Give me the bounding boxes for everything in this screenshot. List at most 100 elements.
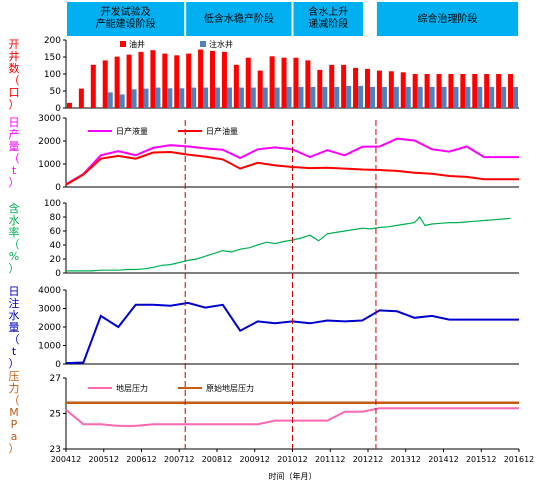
x-tick-label: 201212 bbox=[353, 455, 384, 464]
series-line bbox=[66, 216, 511, 272]
y-axis-label-char: 日 bbox=[9, 116, 20, 129]
bar bbox=[198, 49, 204, 108]
y-tick-label: 4000 bbox=[38, 286, 61, 296]
y-axis-label-char: 压 bbox=[9, 370, 20, 383]
bar bbox=[388, 71, 394, 108]
x-tick-label: 200912 bbox=[239, 455, 270, 464]
y-tick-label: 60 bbox=[50, 227, 62, 237]
y-tick-label: 0 bbox=[55, 360, 61, 370]
y-axis-label-char: 水 bbox=[9, 214, 20, 227]
bar bbox=[102, 60, 108, 108]
phase-banner-bg bbox=[293, 2, 364, 36]
y-axis-label-char: ） bbox=[9, 98, 20, 111]
x-tick-label: 200512 bbox=[88, 455, 119, 464]
y-axis-label-char: M bbox=[9, 406, 19, 419]
legend-swatch bbox=[200, 41, 206, 47]
bar bbox=[250, 87, 256, 108]
y-tick-label: 23 bbox=[50, 445, 61, 455]
chart-panel-4: 23 25 27 压力（MPa） 地层压力 原始地层压力 bbox=[9, 370, 519, 455]
legend-label: 日产油量 bbox=[206, 126, 238, 136]
x-tick-label: 201612 bbox=[504, 455, 535, 464]
y-tick-label: 40 bbox=[50, 241, 62, 251]
bar bbox=[281, 57, 287, 108]
y-axis-label-char: 日 bbox=[9, 285, 20, 298]
y-tick-label: 150 bbox=[44, 53, 61, 63]
phase-label: 综合治理阶段 bbox=[417, 12, 477, 25]
bar bbox=[501, 86, 507, 108]
y-axis-label-char: ） bbox=[9, 176, 20, 189]
y-axis-label-char: ） bbox=[9, 442, 20, 455]
x-tick-label: 200812 bbox=[202, 455, 233, 464]
phase-label: 含水上升 bbox=[308, 5, 348, 18]
y-tick-label: 80 bbox=[50, 213, 62, 223]
phase-label: 递减阶段 bbox=[308, 17, 348, 30]
bar bbox=[203, 87, 209, 108]
y-axis-label-char: 注 bbox=[9, 296, 20, 310]
bar bbox=[155, 87, 161, 108]
bar bbox=[274, 87, 280, 108]
bar bbox=[448, 74, 454, 108]
y-axis-label-char: 数 bbox=[9, 62, 20, 75]
bar bbox=[293, 57, 299, 108]
phase-label: 产能建设阶段 bbox=[96, 17, 156, 30]
bar bbox=[245, 57, 251, 108]
bar bbox=[329, 64, 335, 108]
legend-label: 日产液量 bbox=[116, 126, 148, 136]
bar bbox=[453, 86, 459, 108]
y-axis-label-char: 含 bbox=[9, 201, 20, 215]
legend-label: 油井 bbox=[129, 39, 145, 49]
bar bbox=[186, 53, 192, 108]
phase-label: 低含水稳产阶段 bbox=[204, 12, 274, 25]
x-axis: 200412 200512 200612 200712 200812 200912 2010… bbox=[51, 449, 535, 481]
bar bbox=[78, 88, 84, 108]
bar bbox=[496, 74, 502, 108]
bar bbox=[215, 87, 221, 108]
y-axis-label-char: （ bbox=[9, 333, 20, 346]
bar bbox=[417, 86, 423, 108]
y-axis-label-char: 水 bbox=[9, 309, 20, 322]
bar bbox=[436, 74, 442, 108]
bar bbox=[393, 86, 399, 108]
bar bbox=[508, 74, 514, 108]
bar bbox=[341, 64, 347, 108]
y-tick-label: 100 bbox=[44, 199, 61, 209]
phase-banner-bg bbox=[66, 2, 185, 36]
bar bbox=[107, 92, 113, 108]
phase-banner: 低含水稳产阶段 bbox=[186, 2, 292, 36]
y-tick-label: 0 bbox=[55, 104, 61, 114]
bar bbox=[143, 88, 149, 108]
bar bbox=[226, 87, 232, 108]
bar bbox=[472, 74, 478, 108]
y-axis-label-char: 产 bbox=[9, 127, 20, 141]
y-axis-label-char: 力 bbox=[9, 382, 20, 395]
y-tick-label: 50 bbox=[50, 87, 62, 97]
bar bbox=[381, 86, 387, 108]
y-tick-label: 3000 bbox=[38, 114, 61, 124]
y-tick-label: 2000 bbox=[38, 323, 61, 333]
bar bbox=[167, 88, 173, 108]
bar bbox=[286, 86, 292, 108]
y-tick-label: 0 bbox=[55, 269, 61, 279]
y-axis-label-char: t bbox=[12, 164, 17, 177]
bar bbox=[66, 102, 72, 108]
y-tick-label: 3000 bbox=[38, 305, 61, 315]
bar bbox=[369, 86, 375, 108]
y-tick-label: 27 bbox=[50, 374, 61, 384]
bar bbox=[477, 86, 483, 108]
bar bbox=[131, 89, 137, 108]
phase-banner-bg bbox=[376, 2, 519, 36]
phase-banner-bg bbox=[186, 2, 292, 36]
bar bbox=[424, 74, 430, 108]
y-axis-label-char: P bbox=[11, 418, 18, 431]
y-axis-label-char: （ bbox=[9, 74, 20, 87]
legend-label: 注水井 bbox=[209, 39, 233, 49]
bar bbox=[322, 86, 328, 108]
y-tick-label: 1000 bbox=[38, 342, 61, 352]
bar bbox=[138, 51, 144, 108]
y-axis-label-char: 率 bbox=[9, 225, 20, 239]
phase-dividers bbox=[184, 120, 377, 449]
x-tick-label: 201312 bbox=[390, 455, 421, 464]
bar bbox=[376, 70, 382, 108]
